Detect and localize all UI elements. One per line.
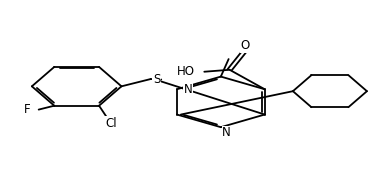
- Text: N: N: [222, 126, 231, 139]
- Text: Cl: Cl: [105, 117, 117, 130]
- Text: N: N: [183, 83, 192, 96]
- Text: HO: HO: [177, 65, 195, 78]
- Text: O: O: [240, 39, 250, 52]
- Text: S: S: [153, 73, 160, 86]
- Text: F: F: [24, 103, 30, 116]
